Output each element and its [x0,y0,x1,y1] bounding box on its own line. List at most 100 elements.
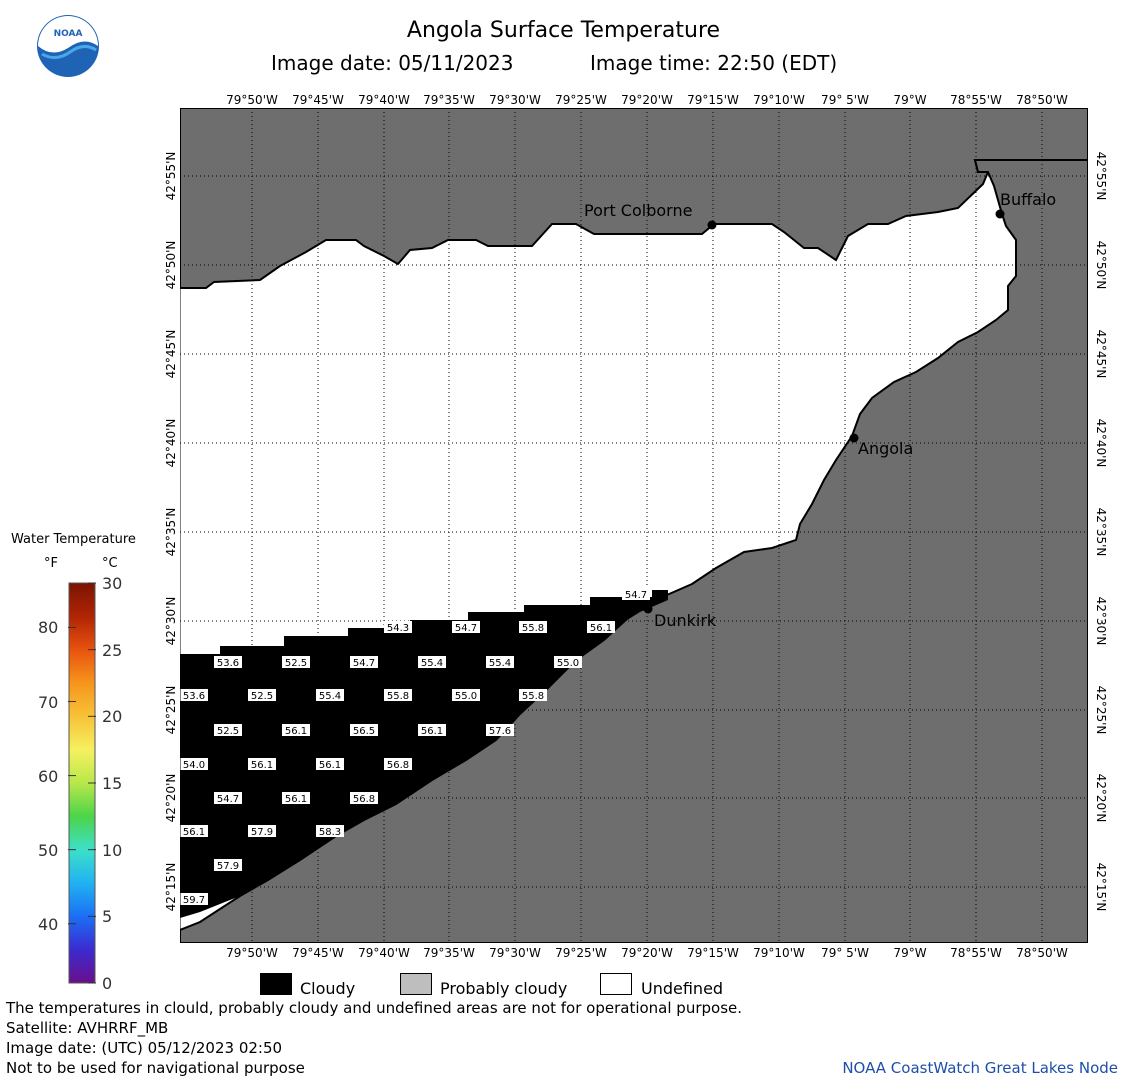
svg-text:52.5: 52.5 [251,691,273,702]
probably-cloudy-swatch [400,973,432,995]
svg-text:53.6: 53.6 [183,691,205,702]
celsius-tick-label: 10 [102,840,123,860]
legend-unit-c: °C [102,556,118,571]
temperature-reading: 56.8 [350,792,378,805]
latitude-label: 42°35'N [1094,507,1108,557]
temperature-reading: 55.4 [316,689,344,702]
svg-text:56.1: 56.1 [285,794,307,805]
latitude-label: 42°30'N [164,596,178,646]
celsius-tick-label: 5 [102,907,113,927]
fahrenheit-tick-label: 70 [38,692,59,712]
svg-text:55.4: 55.4 [421,658,443,669]
temperature-reading: 55.8 [384,689,412,702]
fahrenheit-tick-label: 80 [38,618,59,638]
temperature-reading: 59.7 [180,893,208,906]
temperature-reading: 54.7 [452,621,480,634]
temperature-reading: 57.9 [214,859,242,872]
utc-date-text: Image date: (UTC) 05/12/2023 02:50 [6,1039,283,1057]
fahrenheit-tick-label: 40 [38,914,59,934]
temperature-reading: 52.5 [248,689,276,702]
longitude-label: 79°10'W [753,93,805,107]
latitude-label: 42°35'N [164,507,178,557]
latitude-label: 42°15'N [1094,862,1108,912]
temperature-reading: 56.1 [180,825,208,838]
longitude-label: 79°40'W [358,946,410,960]
city-dot [643,604,653,614]
svg-text:56.8: 56.8 [387,760,409,771]
image-date: Image date: 05/11/2023 [271,51,514,75]
longitude-label: 78°55'W [950,946,1002,960]
svg-text:55.0: 55.0 [455,691,477,702]
svg-text:59.7: 59.7 [183,895,205,906]
temperature-reading: 55.0 [554,656,582,669]
city-label: Buffalo [1000,190,1056,209]
svg-text:52.5: 52.5 [217,726,239,737]
temperature-reading: 56.1 [282,724,310,737]
celsius-tick-label: 25 [102,640,123,660]
longitude-label: 79°35'W [423,93,475,107]
celsius-tick-label: 0 [102,974,113,993]
temperature-reading: 56.1 [316,758,344,771]
latitude-label: 42°55'N [164,151,178,201]
celsius-tick-label: 20 [102,707,123,727]
longitude-label: 78°50'W [1016,946,1068,960]
temperature-reading: 57.9 [248,825,276,838]
temperature-reading: 57.6 [486,724,514,737]
celsius-tick-label: 15 [102,774,123,793]
longitude-label: 79°20'W [621,946,673,960]
longitude-label: 79°W [893,946,927,960]
temperature-reading: 52.5 [282,656,310,669]
longitude-label: 79°45'W [292,93,344,107]
longitude-label: 79°15'W [687,93,739,107]
longitude-label: 79°W [893,93,927,107]
svg-text:57.9: 57.9 [251,827,273,838]
temperature-reading: 52.5 [214,724,242,737]
city-label: Port Colborne [584,201,692,220]
svg-text:54.7: 54.7 [455,623,477,634]
temperature-reading: 55.8 [519,621,547,634]
latitude-label: 42°40'N [1094,418,1108,468]
svg-text:58.3: 58.3 [319,827,341,838]
svg-text:56.1: 56.1 [590,623,612,634]
cloudy-swatch [260,973,292,995]
legend-title: Water Temperature [11,532,136,547]
svg-text:57.6: 57.6 [489,726,511,737]
longitude-label: 78°55'W [950,93,1002,107]
svg-text:54.7: 54.7 [625,590,647,601]
latitude-label: 42°50'N [164,240,178,290]
city-dot [995,209,1005,219]
svg-text:55.4: 55.4 [319,691,341,702]
svg-text:55.8: 55.8 [522,691,544,702]
longitude-label: 79°30'W [489,946,541,960]
longitude-label: 79°20'W [621,93,673,107]
temperature-reading: 58.3 [316,825,344,838]
svg-text:55.8: 55.8 [387,691,409,702]
longitude-label: 79° 5'W [821,93,869,107]
svg-text:55.4: 55.4 [489,658,511,669]
celsius-tick-label: 30 [102,574,123,593]
svg-text:52.5: 52.5 [285,658,307,669]
svg-text:56.1: 56.1 [183,827,205,838]
undefined-swatch [600,973,632,995]
svg-text:56.8: 56.8 [353,794,375,805]
cloudy-area [180,590,668,918]
temperature-readings: 54.7 54.3 54.7 55.8 56.1 53.6 52.5 54.7 55.4 55.4… [180,588,650,906]
longitude-label: 79°15'W [687,946,739,960]
latitude-label: 42°15'N [164,862,178,912]
temperature-reading: 56.1 [418,724,446,737]
image-time: Image time: 22:50 (EDT) [590,51,838,75]
temperature-reading: 55.4 [486,656,514,669]
temperature-reading: 53.6 [214,656,242,669]
noaa-logo: NOAA [37,15,99,77]
legend-unit-f: °F [44,556,58,571]
temperature-reading: 56.1 [587,621,615,634]
city-dot [707,220,717,230]
latitude-label: 42°45'N [1094,329,1108,379]
city-label: Angola [858,439,913,458]
longitude-label: 79°25'W [555,93,607,107]
longitude-label: 78°50'W [1016,93,1068,107]
temperature-reading: 54.7 [350,656,378,669]
latitude-label: 42°20'N [164,773,178,823]
svg-text:57.9: 57.9 [217,861,239,872]
svg-text:56.1: 56.1 [319,760,341,771]
